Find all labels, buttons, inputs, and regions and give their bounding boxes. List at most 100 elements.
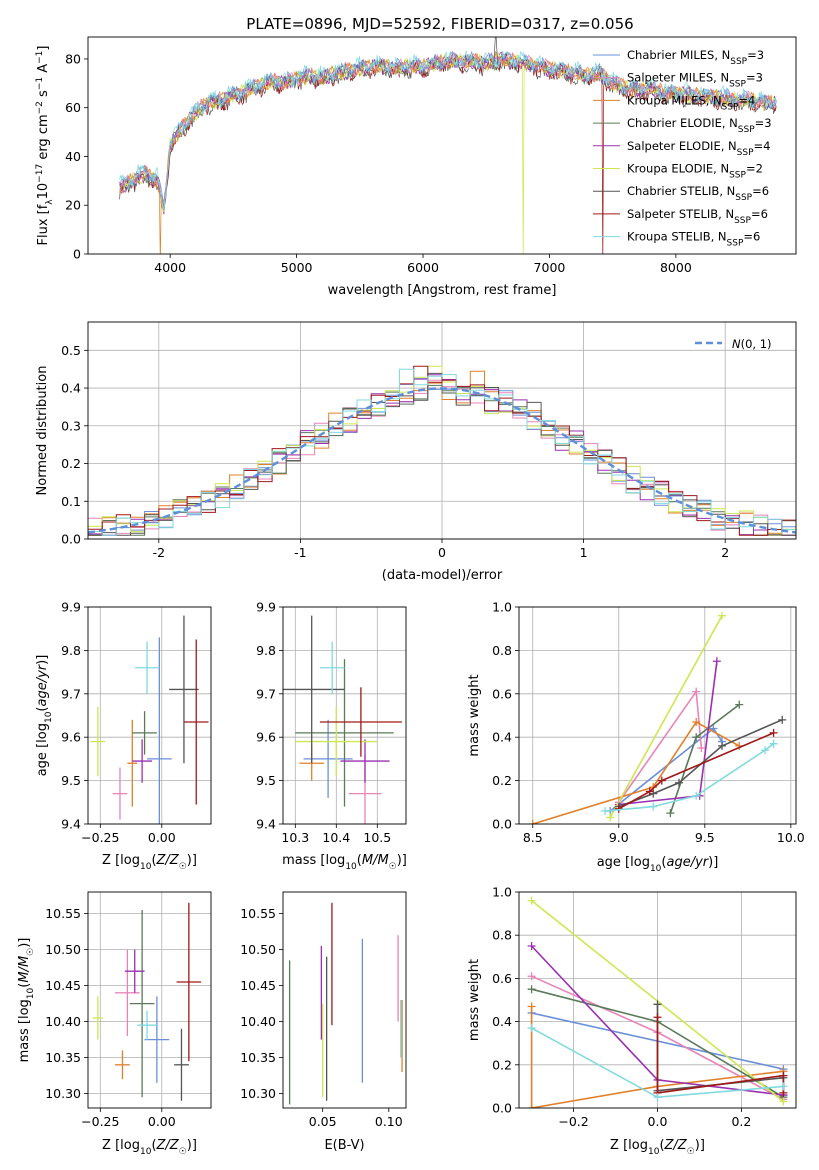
y-tick-label: 80 bbox=[65, 51, 81, 66]
mass-vs-ebv-axes: 0.05 0.10 10.30 10.35 10.40 10.45 10.50 10.55 E(… bbox=[240, 891, 407, 1153]
x-tick-label: 0.2 bbox=[731, 1114, 751, 1129]
x-axis-label: Z [log10(Z/Z☉)] bbox=[102, 1138, 197, 1157]
y-tick-label: 1.0 bbox=[492, 600, 512, 615]
x-tick-label: −0.25 bbox=[81, 830, 119, 845]
x-tick-label: 5000 bbox=[281, 260, 313, 275]
text-part: A bbox=[36, 64, 51, 77]
weight-marker bbox=[692, 791, 701, 800]
text-part: Z [log bbox=[102, 1138, 140, 1153]
spectrum-series bbox=[119, 51, 777, 202]
y-tick-label: 0.3 bbox=[61, 418, 81, 433]
y-tick-label: 0.0 bbox=[492, 817, 512, 832]
text-part: ( bbox=[151, 1138, 156, 1153]
x-tick-label: 9.0 bbox=[609, 830, 629, 845]
gaussian-curve bbox=[88, 387, 796, 534]
text-part: SSP bbox=[729, 171, 746, 181]
y-tick-label: 9.4 bbox=[256, 817, 276, 832]
text-part: Salpeter ELODIE, N bbox=[627, 139, 737, 153]
weight-line bbox=[532, 720, 740, 824]
y-tick-label: 10.30 bbox=[240, 1086, 276, 1101]
figure-title: PLATE=0896, MJD=52592, FIBERID=0317, z=0… bbox=[246, 15, 633, 33]
text-part: ☉ bbox=[26, 948, 36, 956]
weight-marker bbox=[666, 809, 675, 818]
y-tick-label: 0.1 bbox=[61, 494, 81, 509]
mass-vs-ebv-axes-points bbox=[288, 902, 403, 1105]
weight-marker bbox=[601, 806, 610, 815]
y-tick-label: 9.8 bbox=[61, 643, 81, 658]
weight-marker bbox=[527, 896, 536, 905]
text-part: ( bbox=[661, 855, 666, 870]
age-vs-mass-axes-points bbox=[283, 615, 402, 824]
y-tick-label: 9.5 bbox=[256, 773, 276, 788]
legend-label: N(0, 1) bbox=[732, 337, 772, 351]
text-part: erg cm bbox=[36, 114, 51, 163]
y-tick-label: 9.8 bbox=[256, 643, 276, 658]
text-part: =6 bbox=[743, 230, 760, 244]
y-tick-label: 10.40 bbox=[240, 1014, 276, 1029]
axes-frame bbox=[518, 891, 797, 1109]
text-part: 10 bbox=[345, 862, 357, 872]
weight-line bbox=[530, 1006, 784, 1108]
weight-marker bbox=[779, 1097, 788, 1106]
weight-line bbox=[604, 743, 775, 812]
x-tick-label: 7000 bbox=[534, 260, 566, 275]
text-part: Chabrier STELIB, N bbox=[627, 184, 735, 198]
weight-marker bbox=[761, 746, 770, 755]
y-tick-label: 10.55 bbox=[240, 906, 276, 921]
residual-histograms bbox=[88, 365, 796, 536]
weight-vs-z-axes: −0.2 0.0 0.2 0.0 0.2 0.4 0.6 0.8 1.0 mass weight Z… bbox=[467, 885, 797, 1157]
x-tick-label: 6000 bbox=[407, 260, 439, 275]
y-tick-label: 9.7 bbox=[61, 686, 81, 701]
text-part: Flux [f bbox=[36, 204, 51, 245]
text-part: ( bbox=[151, 853, 156, 868]
spectrum-lines bbox=[119, 37, 777, 254]
x-axis-label: mass [log10(M/M☉)] bbox=[282, 853, 407, 872]
text-part: Z [log bbox=[610, 1138, 648, 1153]
weight-marker bbox=[697, 744, 706, 753]
text-part: 10 bbox=[648, 1147, 660, 1157]
text-part: 10 bbox=[140, 862, 152, 872]
legend-label: Kroupa ELODIE, NSSP=2 bbox=[627, 162, 763, 181]
text-part: 10 bbox=[44, 711, 54, 723]
text-part: M/M bbox=[17, 956, 32, 983]
weight-marker bbox=[735, 700, 744, 709]
weight-marker bbox=[769, 728, 778, 737]
x-axis-label: E(B-V) bbox=[324, 1138, 364, 1153]
x-tick-label: 10.3 bbox=[281, 830, 309, 845]
weight-marker bbox=[645, 787, 654, 796]
text-part: age/yr bbox=[666, 855, 709, 870]
x-tick-label: 0.00 bbox=[148, 830, 176, 845]
text-part: Kroupa STELIB, N bbox=[627, 230, 727, 244]
y-tick-label: 10.55 bbox=[45, 906, 81, 921]
text-part: −2 bbox=[35, 101, 45, 114]
text-part: SSP bbox=[734, 216, 751, 226]
weight-line bbox=[618, 689, 703, 803]
text-part: ( bbox=[17, 983, 32, 988]
y-tick-label: 0.8 bbox=[492, 928, 512, 943]
legend-label: Chabrier MILES, NSSP=3 bbox=[627, 48, 764, 67]
y-axis-label: Normed distribution bbox=[35, 366, 50, 496]
y-tick-label: 9.9 bbox=[61, 600, 81, 615]
y-tick-label: 9.5 bbox=[61, 773, 81, 788]
y-tick-label: 0.2 bbox=[492, 1057, 512, 1072]
halpha-line bbox=[493, 37, 498, 64]
weight-marker bbox=[649, 802, 658, 811]
text-part: Z [log bbox=[102, 853, 140, 868]
text-part: ☉ bbox=[179, 862, 187, 872]
weight-line bbox=[618, 732, 774, 810]
x-tick-label: 8000 bbox=[660, 260, 692, 275]
axes-frame bbox=[87, 606, 212, 825]
y-tick-label: 0.6 bbox=[492, 971, 512, 986]
text-part: age [log bbox=[597, 855, 650, 870]
text-part: −17 bbox=[35, 164, 45, 183]
y-tick-label: 10.50 bbox=[240, 942, 276, 957]
y-axis-label: mass weight bbox=[467, 959, 482, 1041]
text-part: =4 bbox=[738, 93, 755, 107]
text-part: ( bbox=[35, 707, 50, 712]
y-tick-label: 0.8 bbox=[492, 643, 512, 658]
y-tick-label: 9.4 bbox=[61, 817, 81, 832]
y-axis-label: age [log10(age/yr)] bbox=[35, 655, 54, 777]
weight-marker bbox=[653, 1000, 662, 1009]
